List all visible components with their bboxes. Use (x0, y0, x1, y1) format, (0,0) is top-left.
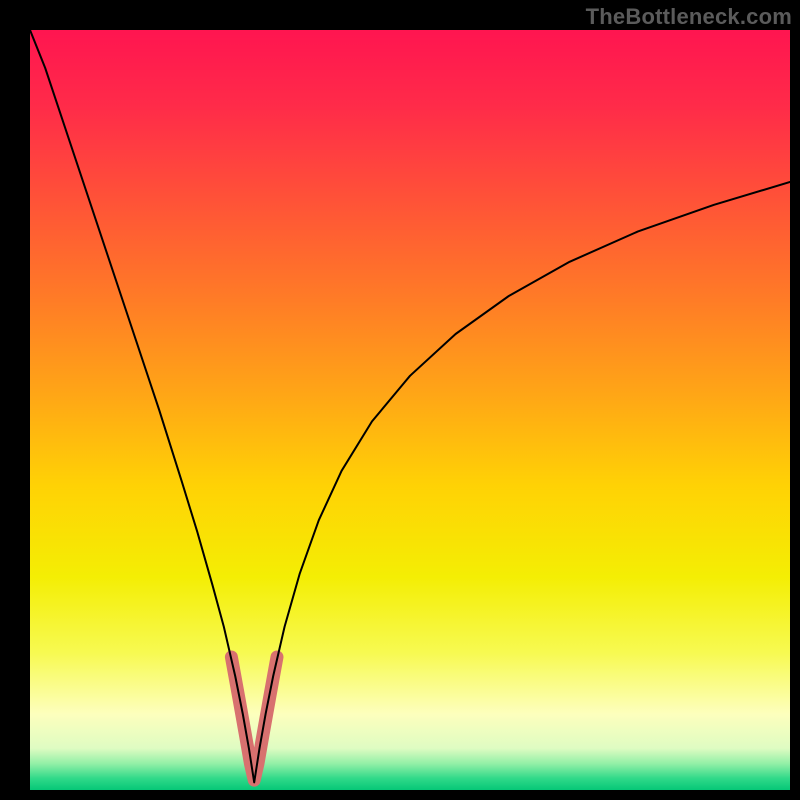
chart-plot-area (30, 30, 790, 790)
watermark-text: TheBottleneck.com (586, 4, 792, 30)
chart-background (30, 30, 790, 790)
chart-svg (30, 30, 790, 790)
